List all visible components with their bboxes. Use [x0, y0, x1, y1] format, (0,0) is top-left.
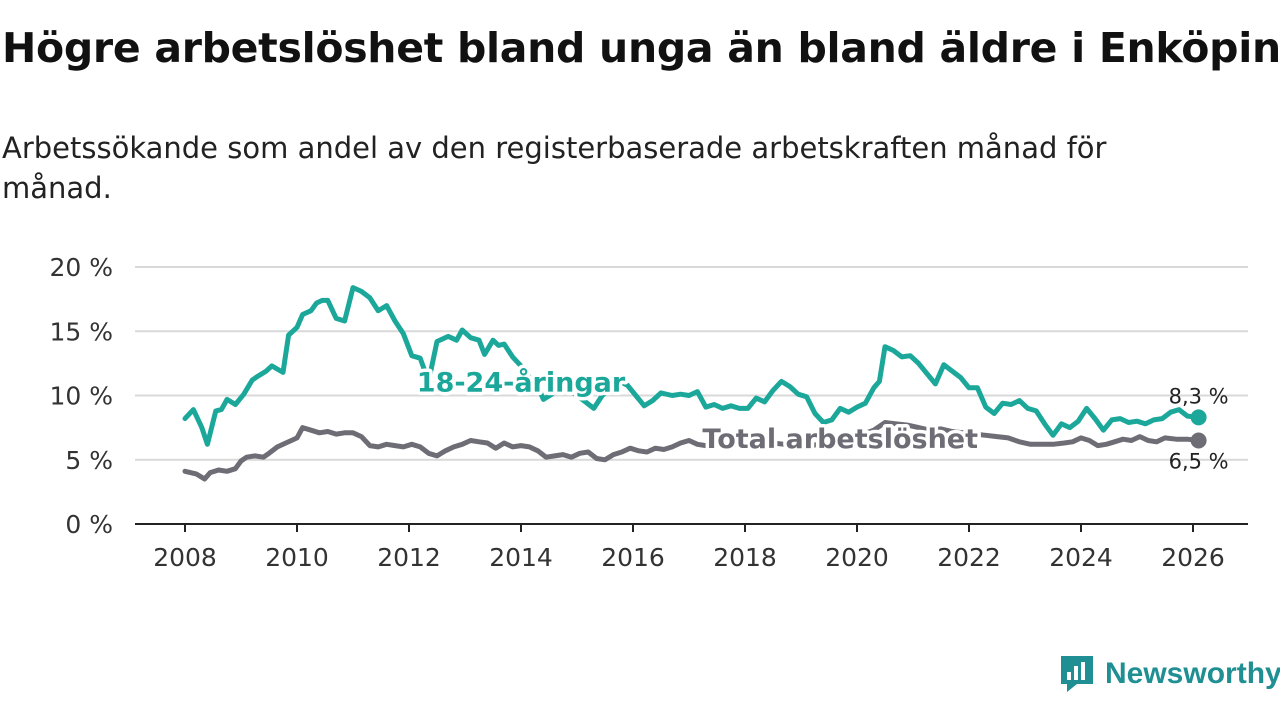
end-point-total	[1190, 432, 1207, 449]
x-tick-label: 2026	[1161, 543, 1225, 572]
x-tick-label: 2018	[713, 543, 777, 572]
chart-subtitle: Arbetssökande som andel av den registerb…	[2, 131, 1107, 205]
x-tick-label: 2022	[937, 543, 1001, 572]
brand-name: Newsworthy	[1105, 657, 1280, 690]
newsworthy-logo-icon	[1061, 656, 1093, 692]
end-label-youth: 8,3 %	[1169, 384, 1229, 408]
y-tick-label: 10 %	[49, 382, 113, 411]
series-label-youth: 18-24-åringar	[417, 367, 626, 399]
x-tick-label: 2008	[153, 543, 217, 572]
y-tick-label: 20 %	[49, 253, 113, 282]
y-tick-label: 5 %	[65, 446, 113, 475]
x-tick-label: 2016	[601, 543, 665, 572]
series-layer	[182, 285, 1207, 482]
chart-title: Högre arbetslöshet bland unga än bland ä…	[2, 24, 1280, 72]
x-tick-label: 2024	[1049, 543, 1113, 572]
x-tick-label: 2014	[489, 543, 553, 572]
series-line-youth	[182, 285, 1202, 447]
x-tick-label: 2010	[265, 543, 329, 572]
y-tick-label: 15 %	[49, 317, 113, 346]
end-point-youth	[1190, 409, 1207, 426]
x-tick-label: 2020	[825, 543, 889, 572]
end-label-total: 6,5 %	[1169, 449, 1229, 473]
y-tick-label: 0 %	[65, 510, 113, 539]
label-layer: 18-24-åringar Total arbetslöshet 8,3 % 6,5 …	[413, 363, 1229, 473]
x-tick-label: 2012	[377, 543, 441, 572]
grid-layer: 0 % 5 % 10 % 15 % 20 % 2008 2010 2012 2014 2016 20…	[49, 253, 1248, 572]
brand-logo: Newsworthy	[1059, 654, 1280, 694]
series-label-total: Total arbetslöshet	[702, 424, 978, 455]
series-line-total	[182, 420, 1202, 482]
